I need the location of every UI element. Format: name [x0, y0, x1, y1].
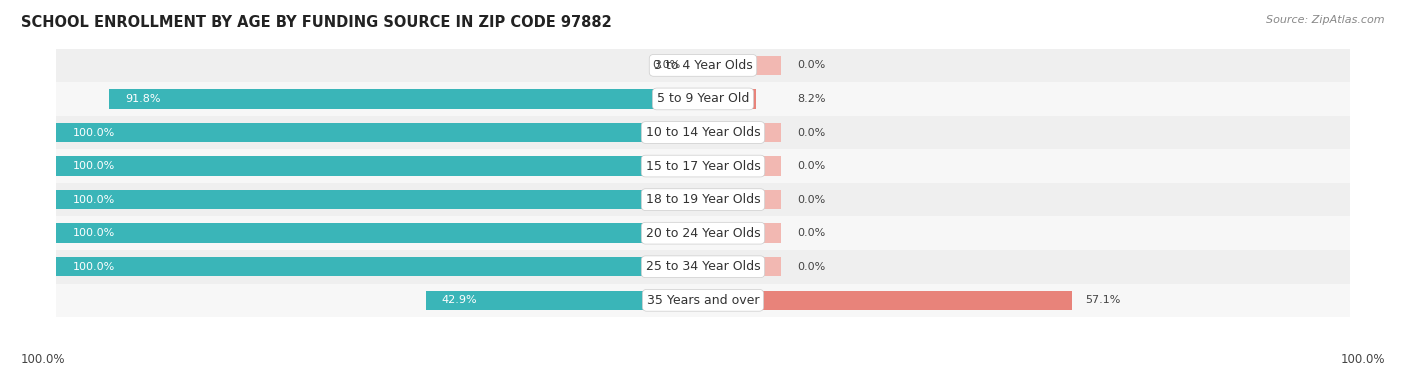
Bar [703, 89, 756, 109]
Text: 8.2%: 8.2% [797, 94, 825, 104]
Text: 10 to 14 Year Olds: 10 to 14 Year Olds [645, 126, 761, 139]
Text: 0.0%: 0.0% [797, 161, 825, 171]
Text: 100.0%: 100.0% [73, 262, 115, 272]
Text: 15 to 17 Year Olds: 15 to 17 Year Olds [645, 159, 761, 173]
Bar [703, 291, 1073, 310]
Bar [56, 123, 703, 142]
Bar [56, 183, 1350, 216]
Text: 0.0%: 0.0% [797, 262, 825, 272]
Text: 100.0%: 100.0% [73, 228, 115, 238]
Text: 25 to 34 Year Olds: 25 to 34 Year Olds [645, 260, 761, 273]
Text: 100.0%: 100.0% [73, 161, 115, 171]
Bar [703, 224, 780, 243]
Text: 0.0%: 0.0% [797, 60, 825, 70]
Bar [690, 56, 703, 75]
Bar [56, 49, 1350, 82]
Text: 57.1%: 57.1% [1085, 295, 1121, 305]
Text: Source: ZipAtlas.com: Source: ZipAtlas.com [1267, 15, 1385, 25]
Bar [426, 291, 703, 310]
Text: 42.9%: 42.9% [441, 295, 477, 305]
Bar [703, 190, 780, 209]
Bar [56, 149, 1350, 183]
Bar [56, 190, 703, 209]
Text: 100.0%: 100.0% [73, 195, 115, 205]
Bar [56, 250, 1350, 284]
Text: 0.0%: 0.0% [797, 127, 825, 138]
Text: 0.0%: 0.0% [797, 195, 825, 205]
Text: 100.0%: 100.0% [73, 127, 115, 138]
Text: SCHOOL ENROLLMENT BY AGE BY FUNDING SOURCE IN ZIP CODE 97882: SCHOOL ENROLLMENT BY AGE BY FUNDING SOUR… [21, 15, 612, 30]
Bar [56, 116, 1350, 149]
Bar [703, 257, 780, 276]
Bar [56, 156, 703, 176]
Bar [703, 123, 780, 142]
Bar [56, 224, 703, 243]
Text: 18 to 19 Year Olds: 18 to 19 Year Olds [645, 193, 761, 206]
Text: 100.0%: 100.0% [21, 353, 66, 366]
Text: 3 to 4 Year Olds: 3 to 4 Year Olds [654, 59, 752, 72]
Text: 0.0%: 0.0% [652, 60, 681, 70]
Text: 0.0%: 0.0% [797, 228, 825, 238]
Text: 35 Years and over: 35 Years and over [647, 294, 759, 307]
Text: 20 to 24 Year Olds: 20 to 24 Year Olds [645, 227, 761, 240]
Bar [56, 82, 1350, 116]
Text: 5 to 9 Year Old: 5 to 9 Year Old [657, 92, 749, 106]
Bar [703, 56, 780, 75]
Bar [56, 284, 1350, 317]
Bar [56, 257, 703, 276]
Text: 91.8%: 91.8% [125, 94, 160, 104]
Text: 100.0%: 100.0% [1340, 353, 1385, 366]
Bar [56, 216, 1350, 250]
Bar [703, 156, 780, 176]
Bar [110, 89, 703, 109]
